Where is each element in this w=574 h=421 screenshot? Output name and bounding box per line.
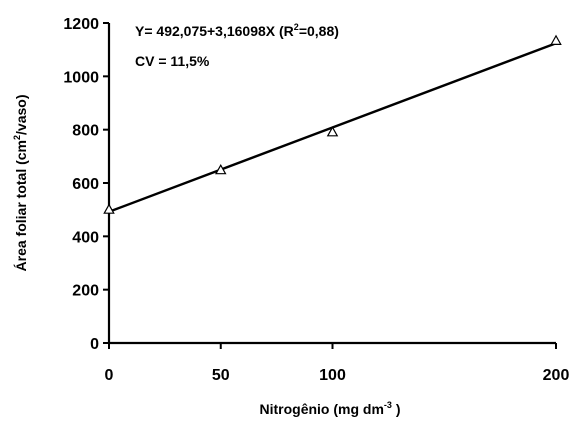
y-tick-label: 200 <box>72 283 99 300</box>
y-axis-label-suffix: /vaso) <box>13 95 29 135</box>
y-axis-label-superscript: 2 <box>12 135 22 140</box>
x-axis-label-suffix: ) <box>392 401 401 417</box>
x-tick-label: 100 <box>319 367 346 384</box>
equation-annotation: Y= 492,075+3,16098X (R2=0,88) <box>135 22 339 39</box>
x-tick-label: 50 <box>212 367 230 384</box>
equation-suffix: =0,88) <box>299 23 339 39</box>
axes <box>107 23 556 345</box>
x-tick-label: 0 <box>105 367 114 384</box>
data-point-marker <box>214 163 227 175</box>
data-point-marker <box>326 126 339 137</box>
y-tick-label: 1200 <box>63 16 99 33</box>
y-tick-label: 400 <box>72 229 99 246</box>
y-tick-label: 1000 <box>63 69 99 86</box>
x-axis-label-superscript: -3 <box>384 400 392 410</box>
x-axis-label: Nitrogênio (mg dm-3 ) <box>259 400 400 417</box>
x-axis-label-text: Nitrogênio (mg dm <box>259 401 383 417</box>
equation-prefix: Y= 492,075+3,16098X (R <box>135 23 294 39</box>
points-layer <box>103 34 562 214</box>
data-point-marker <box>550 34 562 45</box>
y-axis-label-text: Área foliar total (cm <box>13 140 29 271</box>
data-point-marker <box>103 203 115 214</box>
tick-layer: 0 200 400 600 800 1000 1200 0 50 100 200 <box>63 16 569 384</box>
equation-superscript: 2 <box>294 22 299 32</box>
y-tick-label: 600 <box>72 176 99 193</box>
cv-annotation: CV = 11,5% <box>135 53 210 69</box>
y-axis-label: Área foliar total (cm2/vaso) <box>12 95 29 272</box>
y-tick-label: 0 <box>90 336 99 353</box>
y-tick-label: 800 <box>72 123 99 140</box>
x-tick-label: 200 <box>543 367 570 384</box>
